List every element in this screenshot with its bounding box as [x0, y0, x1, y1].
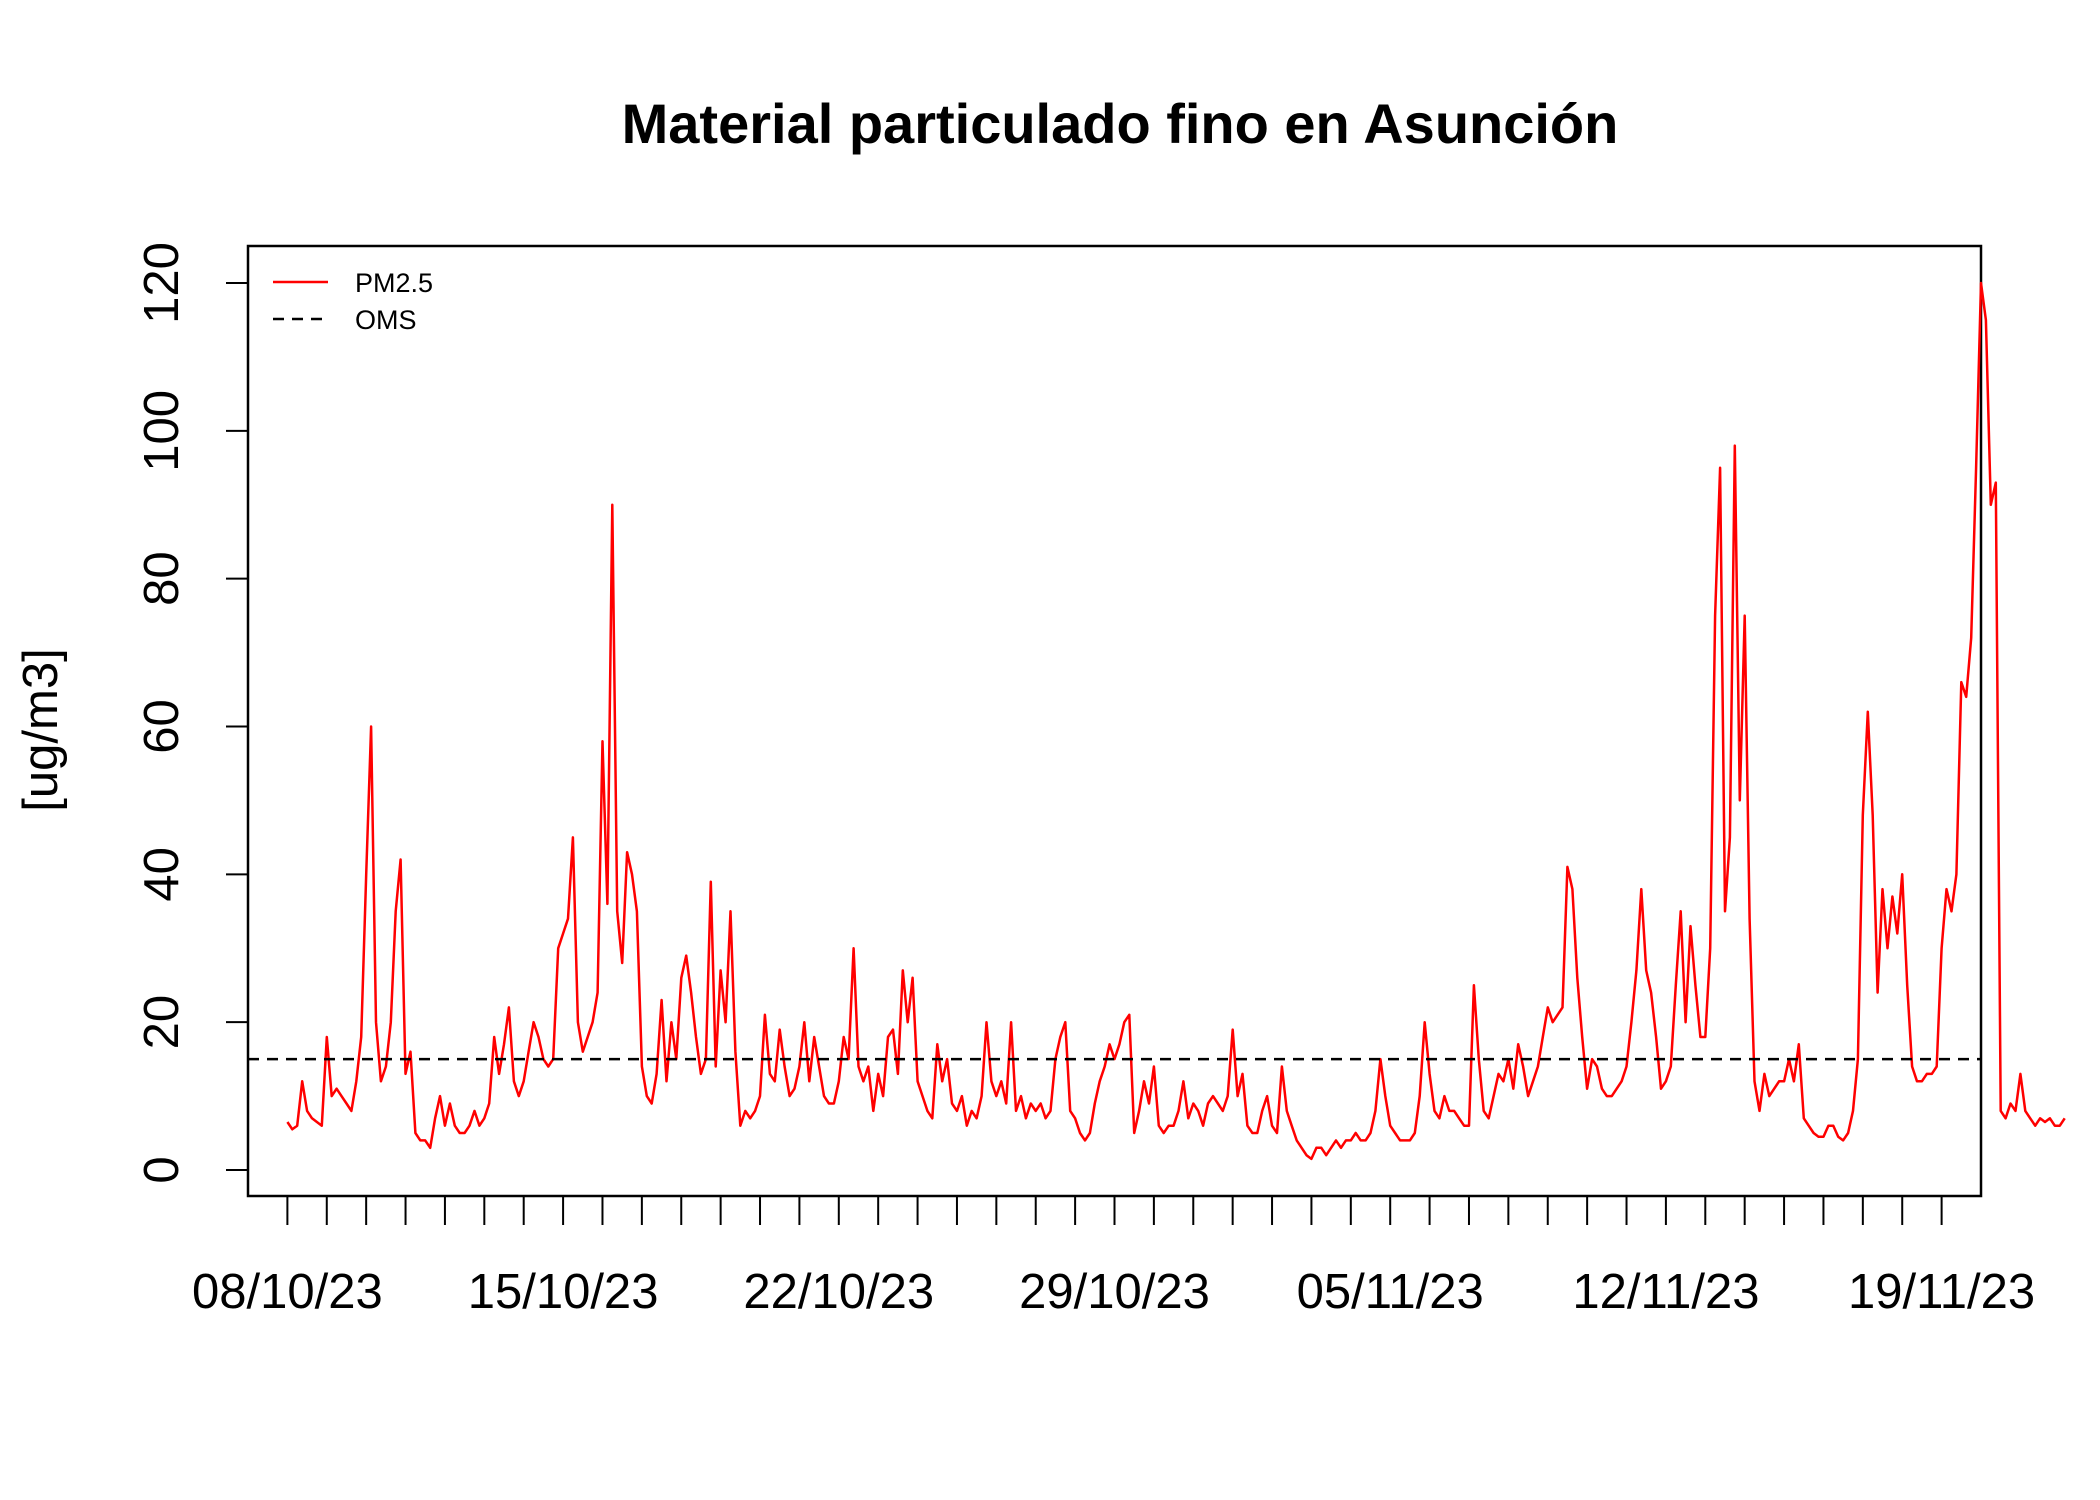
y-tick-label: 20 — [135, 995, 189, 1050]
legend-pm25-label: PM2.5 — [355, 268, 433, 298]
x-tick-label: 19/11/23 — [1848, 1265, 2035, 1319]
y-axis: 0 20 40 60 80 100 120 — [135, 242, 249, 1184]
y-axis-label: [ug/m3] — [14, 648, 68, 811]
legend: PM2.5 OMS — [273, 268, 433, 335]
y-tick-label: 0 — [135, 1156, 189, 1183]
y-tick-label: 60 — [135, 699, 189, 754]
chart-title: Material particulado fino en Asunción — [622, 92, 1619, 155]
x-tick-label: 08/10/23 — [192, 1265, 383, 1319]
x-tick-label: 12/11/23 — [1572, 1265, 1759, 1319]
y-tick-label: 120 — [135, 242, 189, 324]
x-tick-label: 15/10/23 — [468, 1265, 659, 1319]
plot-area-frame — [246, 244, 1983, 1198]
series-layer — [248, 281, 2066, 1161]
pm25-series-line — [286, 281, 2066, 1161]
x-tick-label: 05/11/23 — [1297, 1265, 1484, 1319]
x-tick-label: 29/10/23 — [1019, 1265, 1210, 1319]
x-axis: 08/10/23 15/10/23 22/10/23 29/10/23 05/11/23… — [192, 1195, 2035, 1319]
x-tick-label: 22/10/23 — [743, 1265, 934, 1319]
y-tick-label: 80 — [135, 551, 189, 606]
legend-oms-label: OMS — [355, 305, 417, 335]
y-tick-label: 40 — [135, 847, 189, 902]
y-tick-label: 100 — [135, 390, 189, 472]
